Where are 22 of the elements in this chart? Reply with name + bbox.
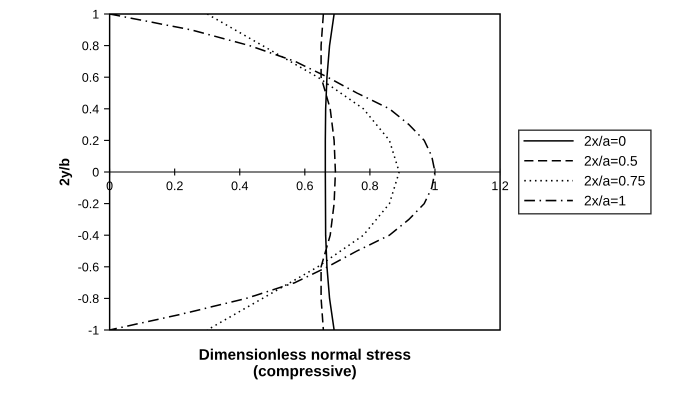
y-axis-title: 2y/b bbox=[59, 158, 72, 186]
y-tick-label: -0.8 bbox=[78, 294, 99, 304]
y-tick-label: 0.6 bbox=[82, 73, 99, 82]
x-axis-title: Dimensionless normal stress (compressive) bbox=[200, 348, 410, 380]
y-tick-label: 1 bbox=[93, 10, 99, 19]
y-tick-label: 0 bbox=[92, 168, 99, 177]
legend-label: 2x/a=0.5 bbox=[584, 156, 638, 166]
y-tick-label: -0.6 bbox=[78, 262, 99, 272]
x-tick-label: 0.6 bbox=[296, 181, 313, 190]
x-tick-label: 0.2 bbox=[166, 181, 183, 190]
legend-label: 2x/a=0.75 bbox=[584, 175, 645, 186]
x-tick-label: 0.8 bbox=[362, 181, 378, 190]
y-tick-label: -0.4 bbox=[78, 231, 99, 240]
y-tick-label: -0.2 bbox=[78, 199, 99, 208]
y-tick-label: 0.2 bbox=[82, 136, 99, 146]
legend-label: 2x/a=0 bbox=[584, 136, 626, 146]
y-tick-label: -1 bbox=[88, 326, 99, 335]
x-tick-label: 0.4 bbox=[232, 181, 248, 190]
x-tick-label: 1 bbox=[432, 181, 438, 190]
y-tick-label: 0.4 bbox=[82, 104, 99, 114]
y-tick-label: 0.8 bbox=[82, 41, 99, 50]
legend-label: 2x/a=1 bbox=[584, 195, 626, 206]
